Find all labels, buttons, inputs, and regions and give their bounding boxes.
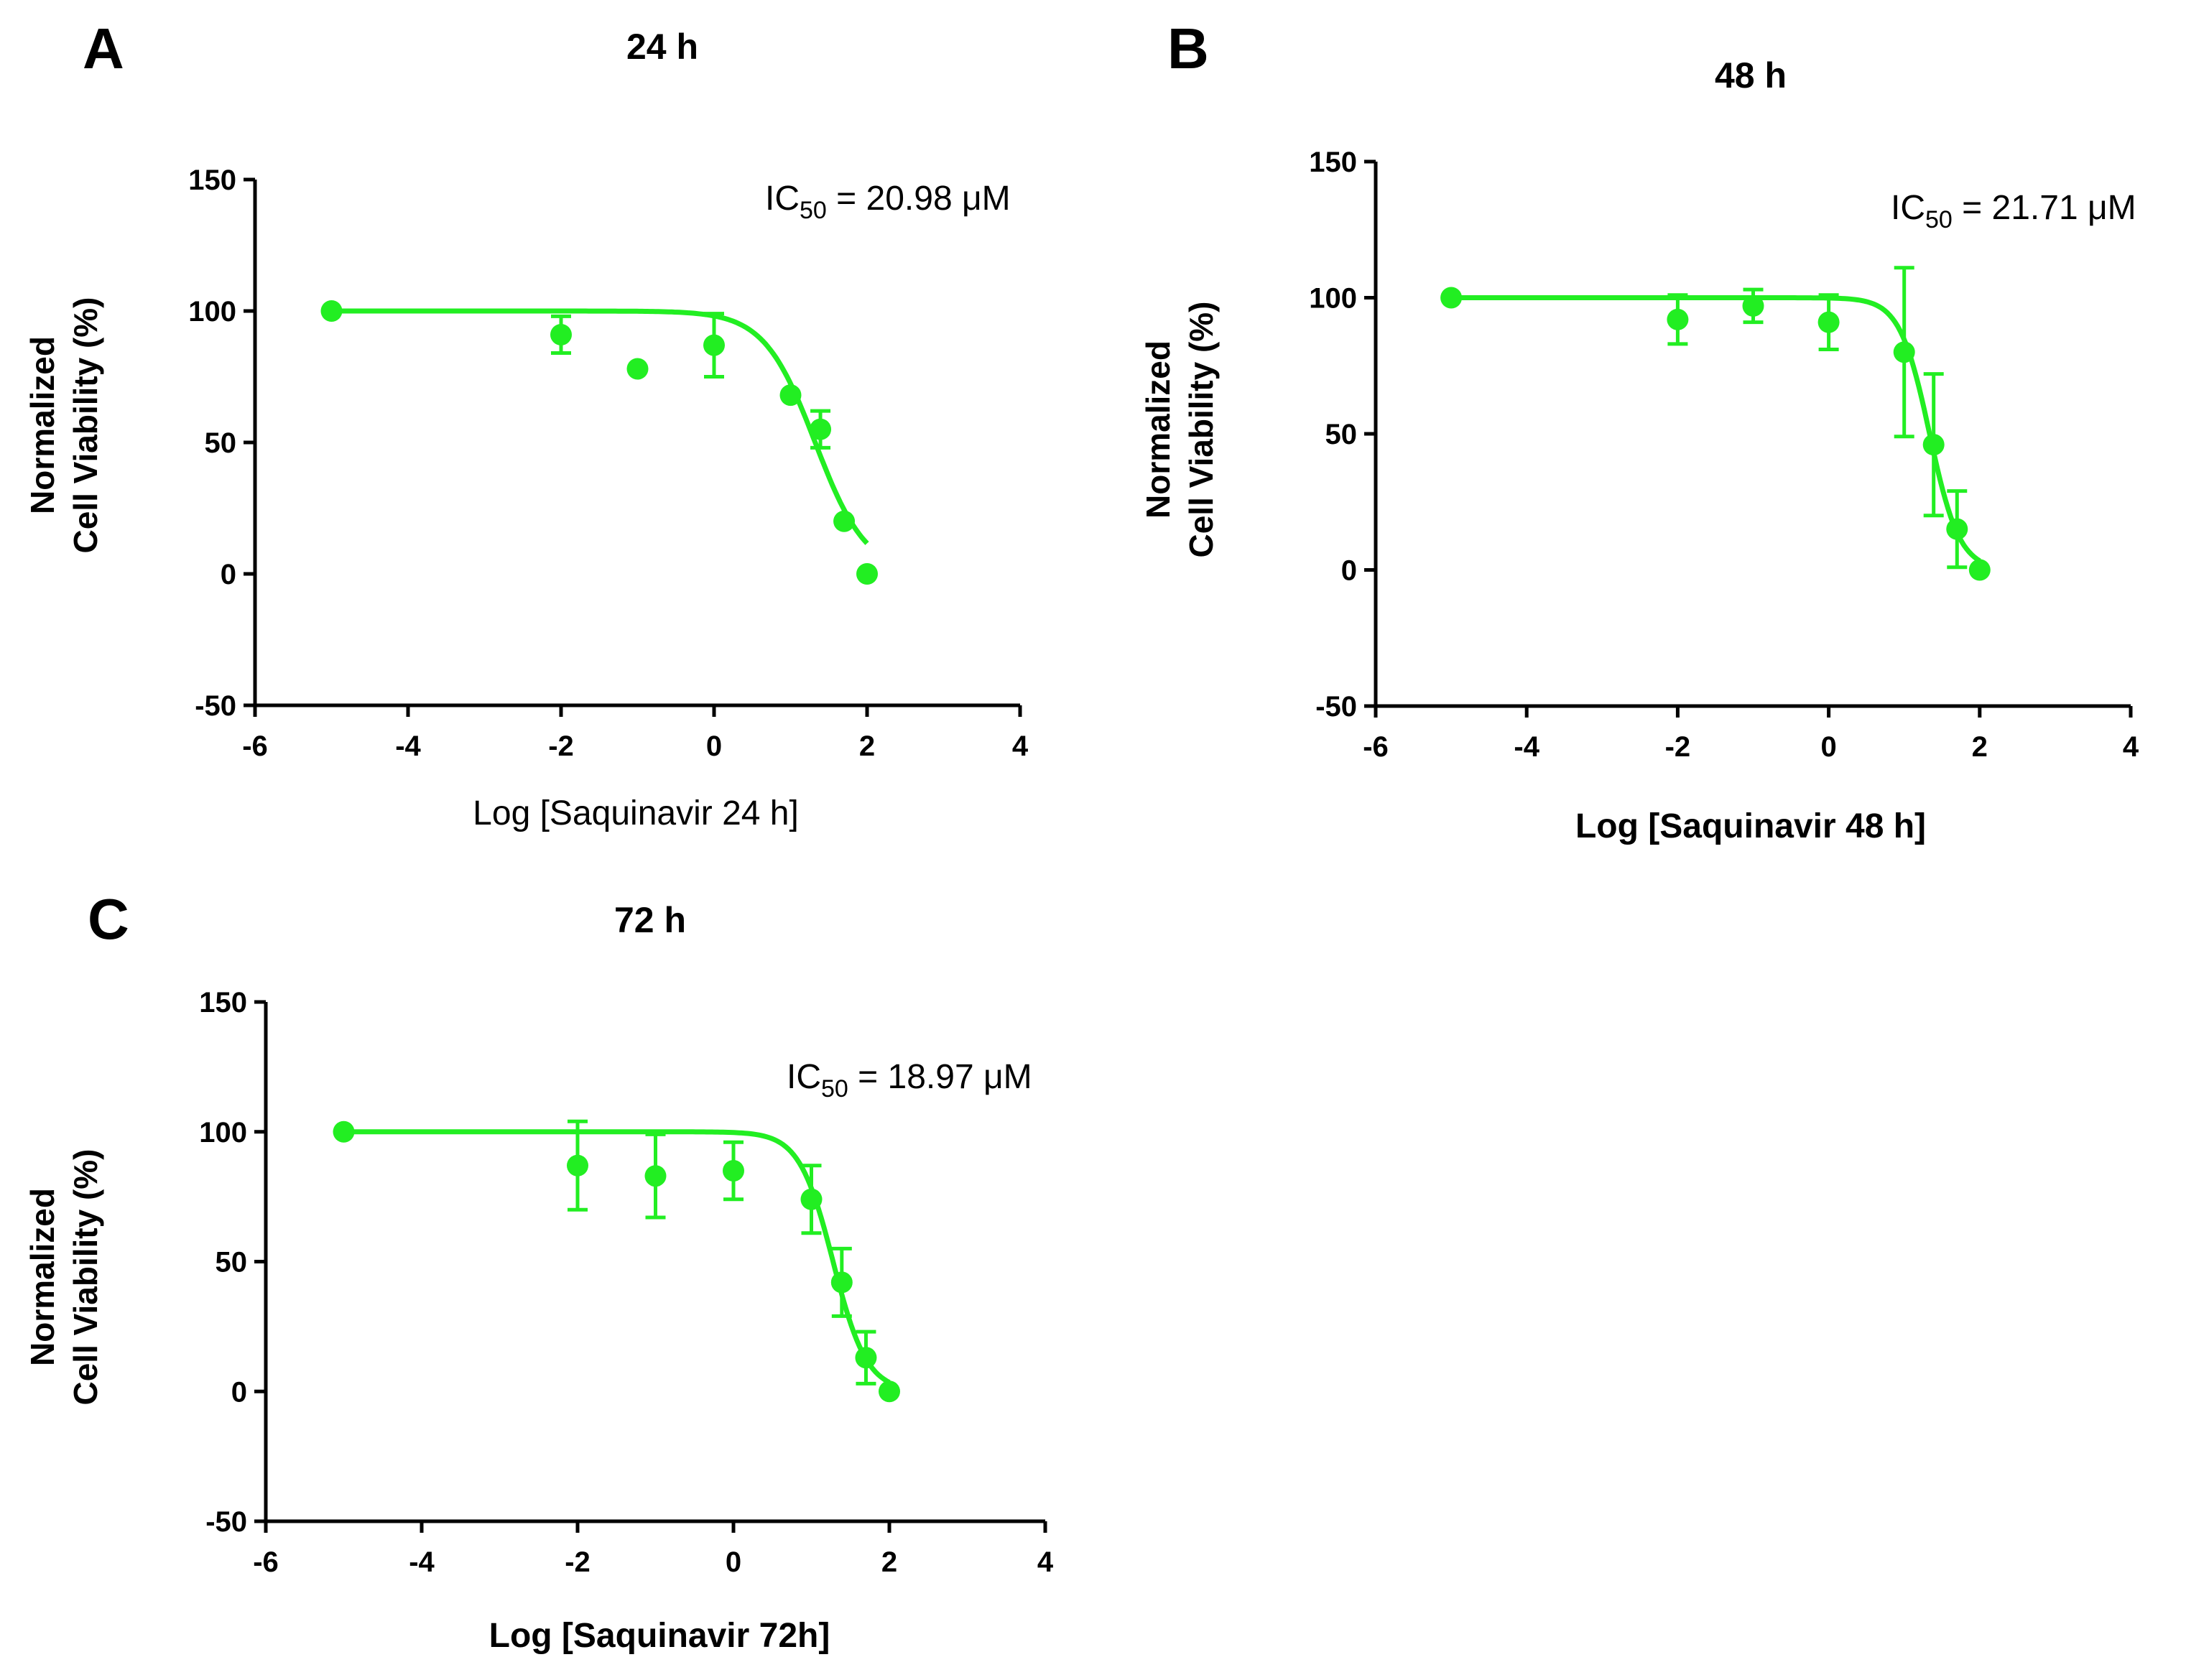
x-tick-label-a: -4	[395, 730, 421, 762]
y-axis-label-c-line2: Cell Viability (%)	[67, 1148, 104, 1405]
ic50-annotation-c: IC50 = 18.97 μM	[787, 1058, 1032, 1103]
y-tick-label-b: 50	[1325, 419, 1358, 450]
data-point-c	[723, 1159, 744, 1182]
x-axis-label-b: Log [Saquinavir 48 h]	[1575, 807, 1926, 845]
y-axis-label-c-line1: Normalized	[24, 1188, 61, 1366]
x-tick-label-b: -4	[1514, 731, 1539, 763]
data-point-a	[779, 384, 802, 407]
ic50-annotation-b: IC50 = 21.71 μM	[1891, 189, 2136, 233]
data-point-b	[1667, 308, 1689, 330]
y-axis-label-b-line2: Cell Viability (%)	[1182, 301, 1220, 557]
panel-letter-a: A	[83, 17, 124, 80]
y-axis-label-a-line1: Normalized	[24, 336, 61, 514]
data-point-c	[644, 1165, 667, 1187]
panel-a: A 24 h Normalized Cell Viability (%) Log…	[24, 17, 1011, 832]
data-point-b	[1440, 287, 1463, 309]
fit-curve-a	[331, 308, 869, 545]
x-axis-label-c: Log [Saquinavir 72h]	[489, 1617, 830, 1655]
x-tick-label-a: -6	[242, 730, 268, 762]
x-tick-label-c: -2	[565, 1546, 591, 1578]
data-point-b	[1817, 311, 1840, 333]
data-point-a	[320, 300, 343, 322]
y-tick-label-c: 0	[231, 1376, 247, 1408]
data-point-a	[626, 358, 649, 380]
chart-title-a: 24 h	[626, 27, 698, 67]
x-tick-label-a: 2	[859, 730, 875, 762]
data-point-b	[1968, 559, 1991, 581]
data-point-a	[550, 323, 572, 345]
data-point-c	[800, 1188, 823, 1210]
x-tick-label-c: -4	[409, 1546, 435, 1578]
plot-area-b: -50 0 50 100 150 -6 -4 -2 0 2 4	[1309, 147, 2139, 763]
data-point-b	[1893, 341, 1915, 363]
y-tick-label-b: 150	[1309, 147, 1357, 178]
y-tick-label-a: 0	[221, 559, 236, 590]
data-point-a	[810, 418, 832, 440]
y-tick-label-a: 50	[205, 427, 237, 459]
y-tick-label-b: 100	[1309, 283, 1357, 315]
chart-title-b: 48 h	[1715, 55, 1787, 96]
x-tick-label-a: -2	[548, 730, 574, 762]
x-tick-label-b: -6	[1363, 731, 1389, 763]
y-tick-label-c: 50	[216, 1247, 248, 1278]
y-tick-label-a: 150	[188, 164, 236, 196]
panel-letter-b: B	[1167, 17, 1209, 80]
x-tick-label-b: 0	[1820, 731, 1836, 763]
panel-c: C 72 h Normalized Cell Viability (%) Log…	[24, 887, 1032, 1655]
x-tick-label-a: 4	[1012, 730, 1029, 762]
x-tick-label-a: 0	[706, 730, 722, 762]
data-point-a	[856, 563, 878, 585]
x-tick-label-b: 2	[1972, 731, 1988, 763]
y-tick-label-a: 100	[188, 296, 236, 328]
fit-curve-b	[1451, 295, 1981, 563]
data-point-c	[333, 1120, 355, 1143]
x-tick-label-c: 4	[1037, 1546, 1054, 1578]
y-tick-label-c: 150	[199, 987, 247, 1018]
data-point-c	[879, 1380, 900, 1403]
y-tick-label-a: -50	[195, 690, 236, 722]
x-tick-label-c: 2	[881, 1546, 897, 1578]
data-point-c	[567, 1154, 588, 1177]
data-point-b	[1922, 434, 1945, 456]
data-point-a	[703, 334, 725, 356]
data-point-c	[830, 1271, 853, 1294]
x-tick-label-b: 4	[2123, 731, 2139, 763]
chart-title-c: 72 h	[614, 900, 686, 940]
data-point-b	[1742, 294, 1764, 317]
x-tick-label-c: -6	[253, 1546, 279, 1578]
panel-letter-c: C	[88, 887, 129, 951]
plot-area-c: -50 0 50 100 150 -6 -4 -2 0 2 4	[199, 987, 1054, 1578]
fit-curve-c	[343, 1129, 891, 1385]
data-point-b	[1946, 518, 1968, 540]
y-tick-label-c: 100	[199, 1117, 247, 1148]
y-axis-label-a-line2: Cell Viability (%)	[67, 297, 104, 553]
data-point-a	[833, 510, 856, 532]
panel-b: B 48 h Normalized Cell Viability (%) Log…	[1139, 17, 2136, 845]
ic50-annotation-a: IC50 = 20.98 μM	[765, 180, 1011, 224]
data-point-c	[855, 1347, 877, 1369]
x-tick-label-b: -2	[1665, 731, 1691, 763]
plot-area-a: -50 0 50 100 150 -6 -4 -2 0 2 4	[188, 164, 1029, 762]
y-tick-label-b: -50	[1315, 691, 1357, 723]
y-tick-label-c: -50	[205, 1506, 247, 1538]
x-axis-label-a: Log [Saquinavir 24 h]	[473, 794, 799, 832]
y-tick-label-b: 0	[1341, 555, 1357, 587]
y-axis-label-b-line1: Normalized	[1139, 340, 1177, 519]
x-tick-label-c: 0	[726, 1546, 741, 1578]
